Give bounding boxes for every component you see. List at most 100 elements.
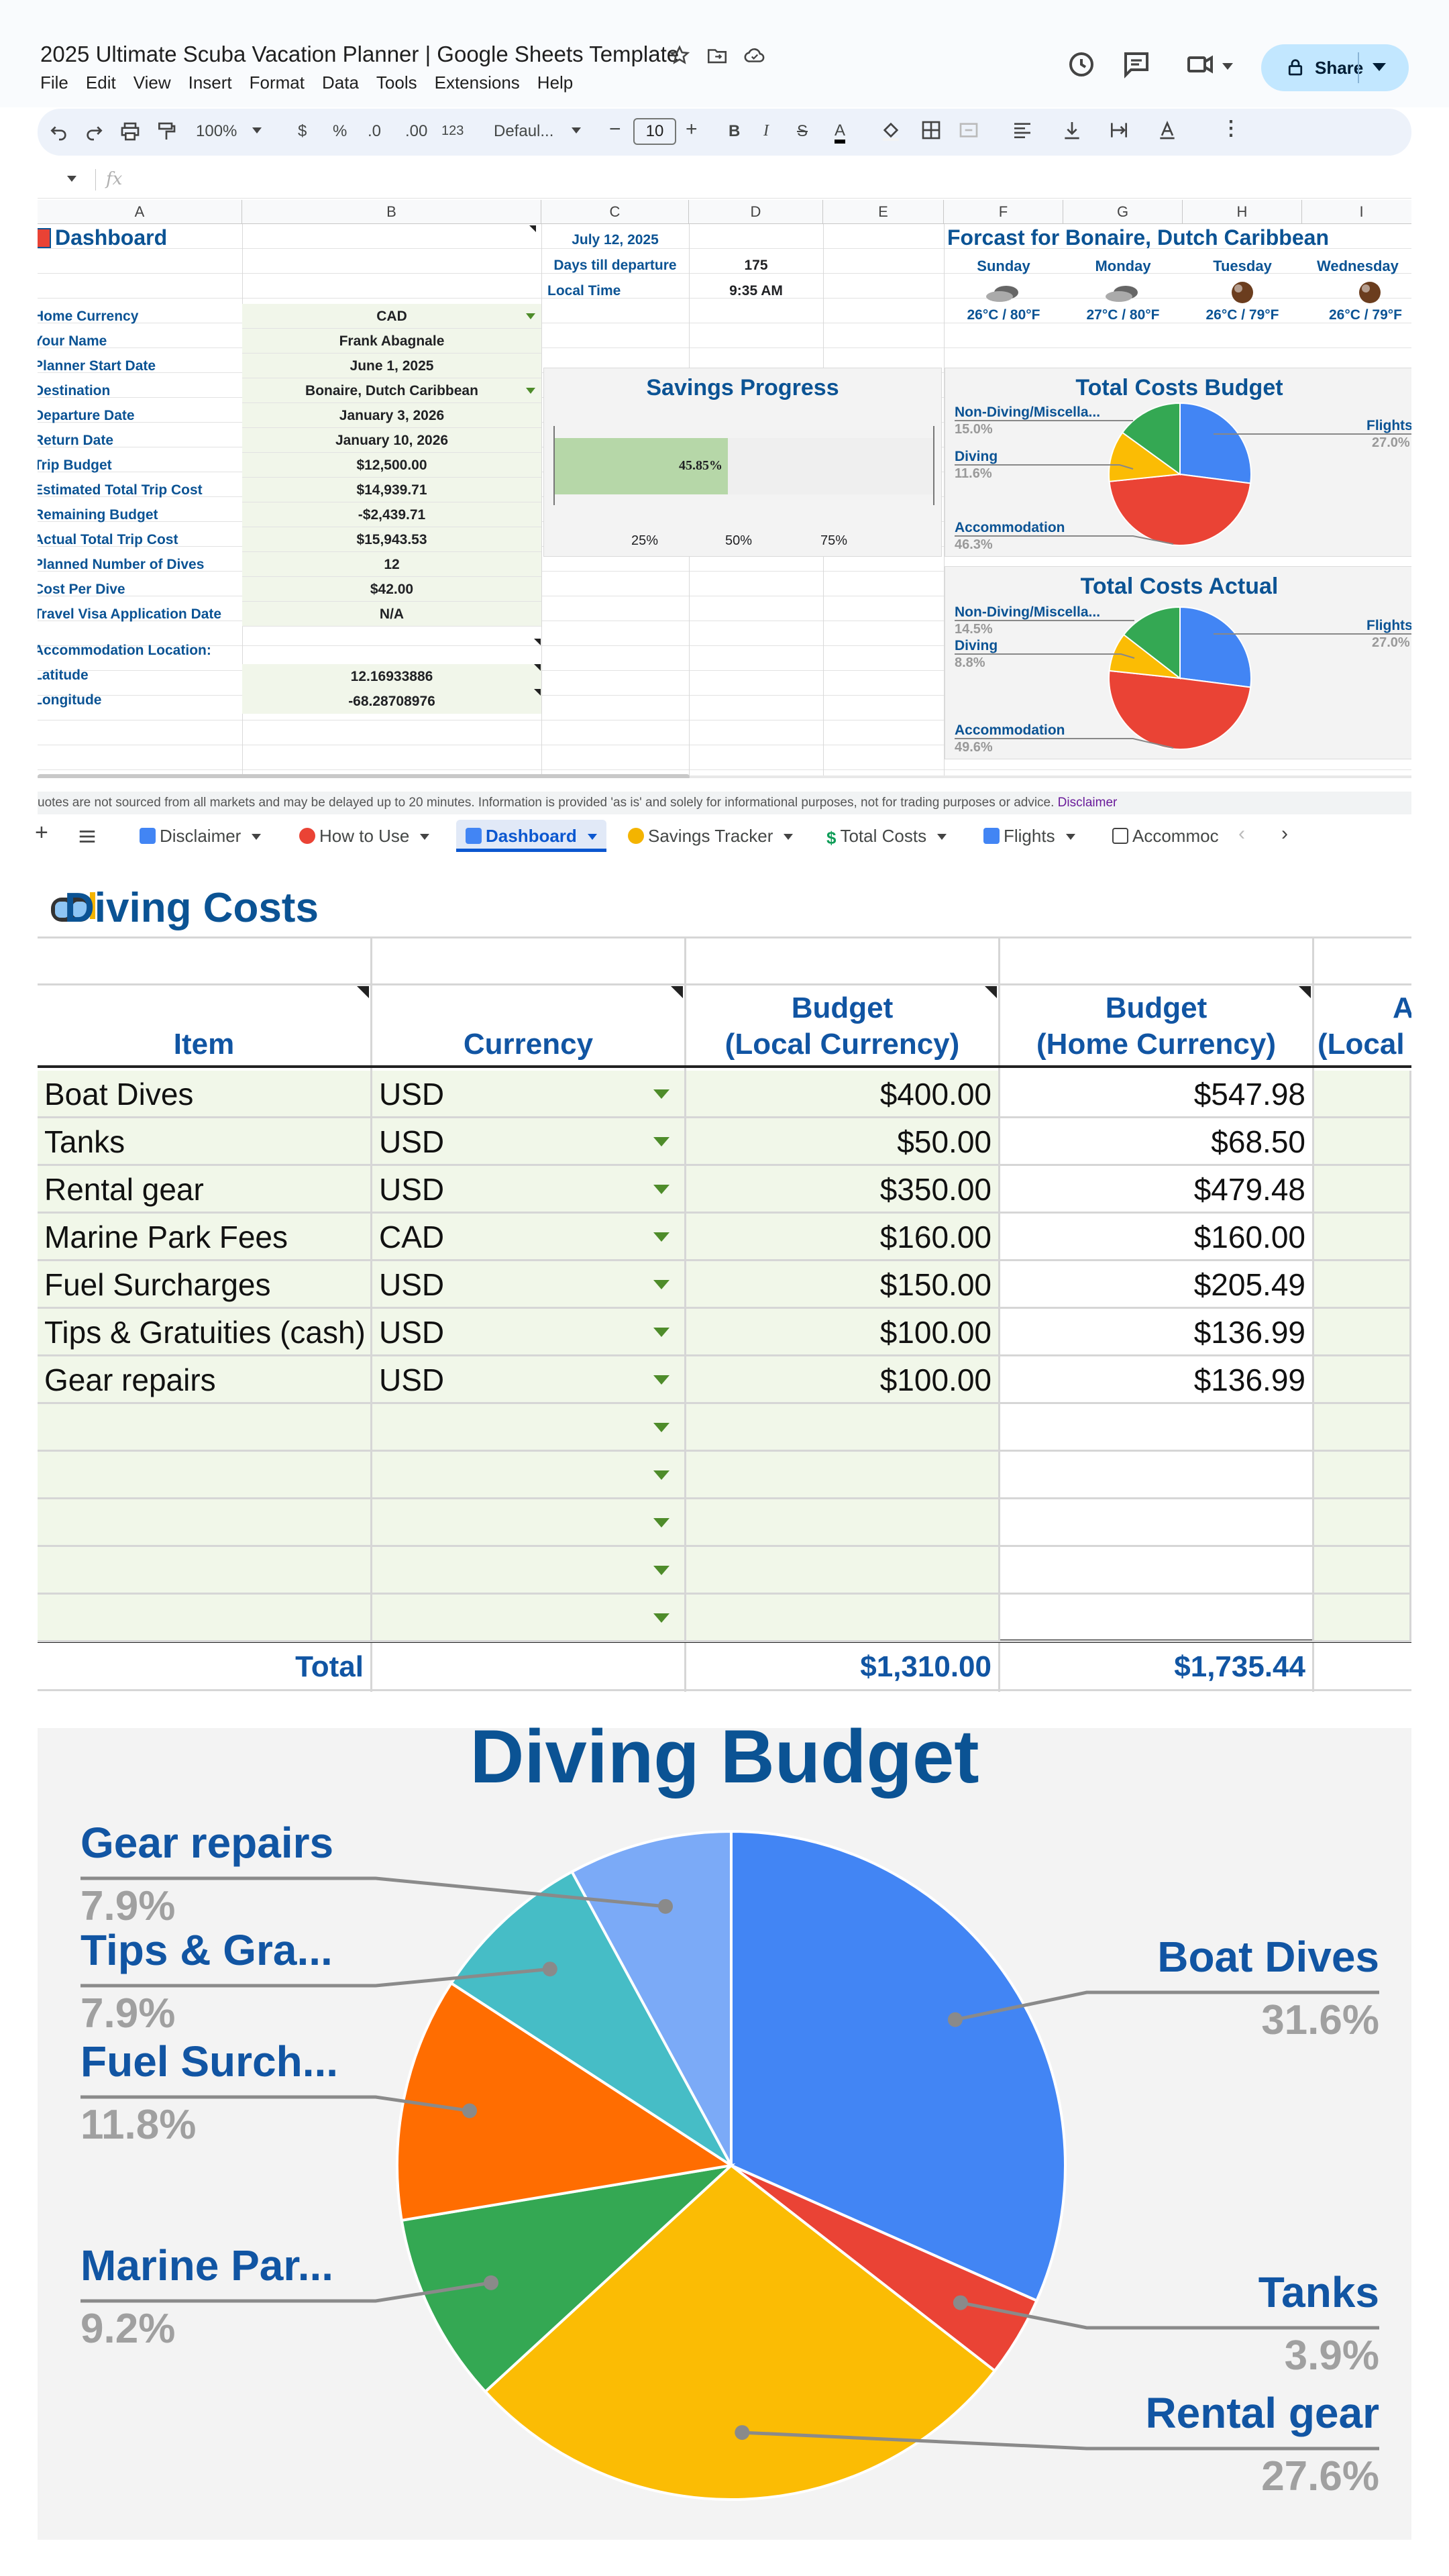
column-header-h[interactable]: H [1183, 200, 1302, 224]
menu-tools[interactable]: Tools [376, 72, 417, 93]
budget-local-cell[interactable] [686, 1547, 1000, 1595]
currency-cell[interactable]: CAD [372, 1214, 686, 1261]
field-value[interactable]: CAD [242, 304, 541, 329]
item-cell[interactable] [38, 1547, 372, 1595]
dropdown-arrow-icon[interactable] [653, 1518, 669, 1527]
budget-local-cell[interactable]: $100.00 [686, 1356, 1000, 1404]
comments-icon[interactable] [1120, 48, 1152, 80]
zoom-caret-icon[interactable] [252, 127, 262, 133]
dropdown-arrow-icon[interactable] [653, 1185, 669, 1194]
currency-cell[interactable]: USD [372, 1261, 686, 1309]
borders-icon[interactable] [920, 119, 942, 141]
actual-local-cell[interactable] [1314, 1309, 1411, 1356]
actual-local-cell[interactable] [1314, 1261, 1411, 1309]
item-cell[interactable] [38, 1404, 372, 1452]
latitude-value[interactable]: 12.16933886 [242, 664, 541, 689]
budget-local-cell[interactable]: $160.00 [686, 1214, 1000, 1261]
currency-cell[interactable]: USD [372, 1118, 686, 1166]
align-icon[interactable] [1012, 119, 1033, 141]
dropdown-arrow-icon[interactable] [653, 1613, 669, 1623]
redo-icon[interactable] [83, 121, 105, 142]
tab-disclaimer[interactable]: Disclaimer [140, 820, 262, 852]
tab-total-costs[interactable]: $ Total Costs [826, 820, 947, 852]
font-select[interactable]: Defaul... [494, 122, 554, 140]
actual-local-cell[interactable] [1314, 1404, 1411, 1452]
item-cell[interactable]: Marine Park Fees [38, 1214, 372, 1261]
item-cell[interactable] [38, 1452, 372, 1499]
actual-local-cell[interactable] [1314, 1214, 1411, 1261]
meet-icon[interactable] [1185, 48, 1217, 80]
budget-local-cell[interactable]: $50.00 [686, 1118, 1000, 1166]
dashboard-sheet-grid[interactable]: A B C D E F G H I Dashboard July 12, 202… [38, 200, 1411, 778]
merge-cells-icon[interactable] [958, 119, 979, 141]
disclaimer-link[interactable]: Disclaimer [1057, 796, 1118, 810]
increase-decimal-button[interactable]: .00 [405, 122, 428, 140]
field-value[interactable]: $42.00 [242, 577, 541, 602]
column-header-g[interactable]: G [1063, 200, 1183, 224]
menu-help[interactable]: Help [537, 72, 574, 93]
budget-local-cell[interactable]: $400.00 [686, 1071, 1000, 1118]
column-header-i[interactable]: I [1302, 200, 1411, 224]
dropdown-arrow-icon[interactable] [653, 1137, 669, 1146]
tab-caret-icon[interactable] [1065, 834, 1075, 840]
tab-caret-icon[interactable] [420, 834, 430, 840]
actual-local-cell[interactable] [1314, 1547, 1411, 1595]
bold-button[interactable]: B [729, 122, 741, 140]
currency-cell[interactable] [372, 1404, 686, 1452]
tab-caret-icon[interactable] [784, 834, 794, 840]
print-icon[interactable] [119, 121, 141, 142]
budget-local-cell[interactable]: $150.00 [686, 1261, 1000, 1309]
dropdown-arrow-icon[interactable] [653, 1232, 669, 1242]
all-sheets-icon[interactable] [76, 826, 98, 847]
text-rotation-icon[interactable] [1157, 119, 1178, 141]
budget-local-cell[interactable] [686, 1452, 1000, 1499]
field-value[interactable]: Bonaire, Dutch Caribbean [242, 378, 541, 403]
currency-cell[interactable]: USD [372, 1356, 686, 1404]
total-costs-budget-chart[interactable]: Total Costs Budget Non-Diving/Miscella..… [945, 368, 1411, 557]
currency-cell[interactable]: USD [372, 1166, 686, 1214]
total-costs-actual-chart[interactable]: Total Costs Actual Non-Diving/Miscella..… [945, 566, 1411, 759]
tab-savings-tracker[interactable]: Savings Tracker [628, 820, 794, 852]
item-cell[interactable]: Fuel Surcharges [38, 1261, 372, 1309]
undo-icon[interactable] [48, 121, 70, 142]
menu-file[interactable]: File [40, 72, 68, 93]
field-value[interactable]: $14,939.71 [242, 478, 541, 502]
column-header-a[interactable]: A [38, 200, 242, 224]
dropdown-arrow-icon[interactable] [653, 1280, 669, 1289]
paint-format-icon[interactable] [156, 121, 177, 142]
zoom-select[interactable]: 100% [196, 122, 237, 140]
field-value[interactable]: January 3, 2026 [242, 403, 541, 428]
item-cell[interactable] [38, 1595, 372, 1642]
tab-caret-icon[interactable] [587, 834, 597, 840]
dropdown-arrow-icon[interactable] [653, 1375, 669, 1385]
savings-progress-chart[interactable]: Savings Progress 45.85% 25% 50% 75% [543, 368, 942, 557]
menu-extensions[interactable]: Extensions [434, 72, 520, 93]
item-cell[interactable]: Rental gear [38, 1166, 372, 1214]
tab-how-to-use[interactable]: How to Use [299, 820, 430, 852]
field-value[interactable]: 12 [242, 552, 541, 577]
increase-font-size-button[interactable]: + [686, 118, 698, 140]
more-options-icon[interactable]: ⋮ [1221, 117, 1241, 140]
font-caret-icon[interactable] [572, 127, 581, 133]
tab-accommodation[interactable]: Accommoc [1112, 820, 1220, 852]
actual-local-cell[interactable] [1314, 1166, 1411, 1214]
vertical-align-icon[interactable] [1061, 119, 1083, 141]
actual-local-cell[interactable] [1314, 1071, 1411, 1118]
italic-button[interactable]: I [763, 122, 769, 140]
item-cell[interactable]: Tanks [38, 1118, 372, 1166]
dropdown-arrow-icon[interactable] [526, 388, 535, 394]
field-value[interactable]: $15,943.53 [242, 527, 541, 552]
menu-view[interactable]: View [133, 72, 171, 93]
item-cell[interactable]: Boat Dives [38, 1071, 372, 1118]
actual-local-cell[interactable] [1314, 1499, 1411, 1547]
field-value[interactable]: -$2,439.71 [242, 502, 541, 527]
budget-local-cell[interactable] [686, 1404, 1000, 1452]
name-box-caret-icon[interactable] [67, 176, 76, 182]
star-icon[interactable] [668, 44, 691, 67]
document-title[interactable]: 2025 Ultimate Scuba Vacation Planner | G… [40, 42, 680, 66]
field-value[interactable]: June 1, 2025 [242, 354, 541, 378]
horizontal-scrollbar[interactable] [38, 775, 1411, 778]
text-wrap-icon[interactable] [1108, 119, 1130, 141]
tab-flights[interactable]: Flights [983, 820, 1075, 852]
percent-format-button[interactable]: % [333, 122, 347, 140]
